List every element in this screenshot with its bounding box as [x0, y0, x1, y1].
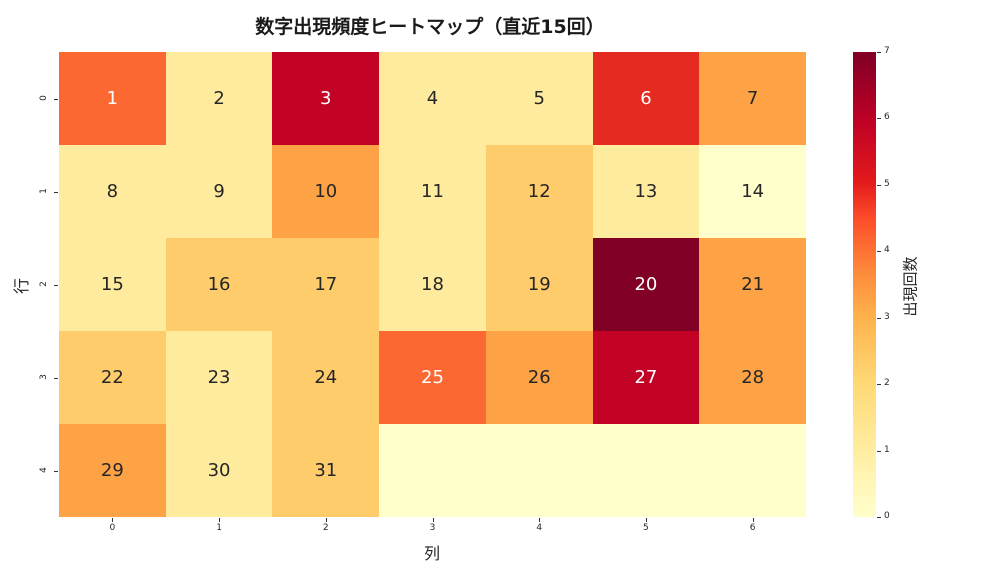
heatmap-cell: 15: [59, 238, 166, 331]
heatmap-cell: 30: [165, 424, 273, 517]
heatmap-grid: 1 2 3 4 5 6 7 8 9 10 11 12 13 14 15 16 17 18 19 20 21 22 23 24 2…: [59, 52, 806, 517]
heatmap-cell: [485, 424, 593, 517]
x-tick-mark: [752, 518, 754, 522]
colorbar-tick-mark: [877, 384, 881, 386]
colorbar-tick-label: 6: [884, 112, 890, 123]
y-tick-label: 3: [39, 373, 49, 380]
colorbar-tick-label: 4: [884, 245, 890, 256]
heatmap-cell: 24: [272, 331, 380, 424]
y-tick-mark: [54, 284, 58, 286]
heatmap-cell: 12: [485, 145, 593, 238]
x-axis-label: 列: [423, 544, 440, 563]
heatmap-cell: 13: [592, 145, 700, 238]
x-tick-mark: [219, 518, 221, 522]
heatmap-cell: 9: [165, 145, 273, 238]
heatmap-cell: [699, 424, 806, 517]
y-tick-mark: [54, 377, 58, 379]
colorbar-tick-mark: [877, 184, 881, 186]
x-tick-label: 6: [749, 523, 756, 533]
colorbar-tick-label: 5: [884, 178, 890, 189]
y-tick-mark: [54, 470, 58, 472]
colorbar: [853, 52, 876, 517]
heatmap-cell: 11: [379, 145, 486, 238]
heatmap-cell: 31: [272, 424, 380, 517]
heatmap-cell: 5: [485, 52, 593, 145]
chart-title: 数字出現頻度ヒートマップ（直近15回）: [255, 16, 605, 38]
heatmap-cell: 3: [272, 52, 380, 145]
x-tick-mark: [645, 518, 647, 522]
y-axis-label: 行: [12, 277, 32, 295]
colorbar-tick-mark: [877, 517, 881, 518]
y-tick-label: 1: [39, 187, 49, 194]
heatmap-cell: 14: [699, 145, 806, 238]
colorbar-label: 出現回数: [901, 256, 920, 317]
y-tick-mark: [54, 191, 58, 193]
colorbar-tick-label: 2: [884, 378, 890, 389]
heatmap-cell: [592, 424, 700, 517]
x-tick-label: 0: [109, 523, 116, 533]
heatmap-cell: 20: [592, 238, 700, 331]
heatmap-cell: 18: [379, 238, 486, 331]
heatmap-cell: 19: [485, 238, 593, 331]
heatmap-cell: 16: [165, 238, 273, 331]
colorbar-tick-label: 7: [884, 46, 890, 56]
colorbar-tick-mark: [877, 118, 881, 120]
heatmap-cell: 28: [699, 331, 806, 424]
colorbar-tick-label: 3: [884, 311, 890, 322]
x-tick-mark: [539, 518, 541, 522]
heatmap-cell: 7: [699, 52, 806, 145]
colorbar-tick-label: 0: [884, 511, 890, 521]
heatmap-cell: 29: [59, 424, 166, 517]
heatmap-cell: 23: [165, 331, 273, 424]
heatmap-cell: [379, 424, 486, 517]
colorbar-tick-mark: [877, 52, 881, 53]
heatmap-cell: 22: [59, 331, 166, 424]
colorbar-tick-mark: [877, 450, 881, 452]
x-tick-label: 2: [322, 523, 329, 533]
x-tick-mark: [325, 518, 327, 522]
x-tick-label: 3: [429, 523, 436, 533]
heatmap-cell: 2: [165, 52, 273, 145]
heatmap-cell: 26: [485, 331, 593, 424]
heatmap-cell: 25: [379, 331, 486, 424]
heatmap-cell: 27: [592, 331, 700, 424]
heatmap-cell: 8: [59, 145, 166, 238]
heatmap-cell: 1: [59, 52, 166, 145]
y-tick-mark: [54, 98, 58, 100]
x-tick-label: 4: [536, 523, 543, 533]
y-tick-label: 2: [39, 280, 49, 287]
x-tick-mark: [112, 518, 114, 522]
x-tick-label: 1: [216, 523, 222, 533]
x-tick-mark: [432, 518, 434, 522]
colorbar-tick-label: 1: [884, 444, 890, 455]
colorbar-tick-mark: [877, 317, 881, 319]
y-tick-label: 4: [39, 466, 49, 473]
heatmap-cell: 6: [592, 52, 700, 145]
heatmap-cell: 17: [272, 238, 380, 331]
x-tick-label: 5: [643, 523, 649, 533]
heatmap-cell: 4: [379, 52, 486, 145]
y-tick-label: 0: [39, 94, 49, 101]
heatmap-cell: 21: [699, 238, 806, 331]
heatmap-cell: 10: [272, 145, 380, 238]
colorbar-tick-mark: [877, 251, 881, 253]
